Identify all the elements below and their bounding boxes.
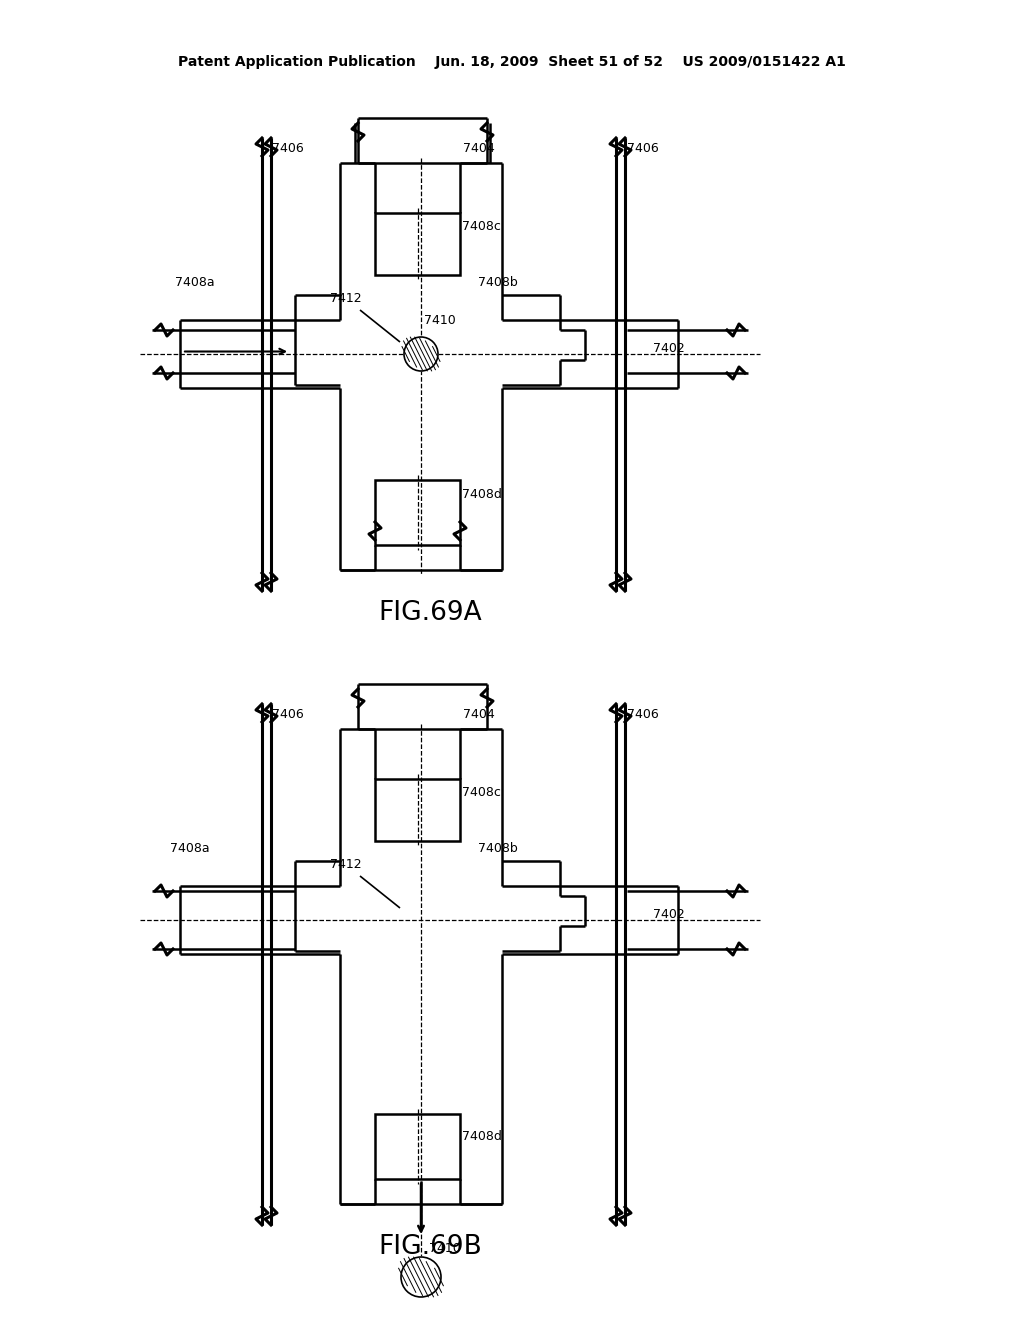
Text: 7402: 7402 [653, 908, 685, 920]
Text: FIG.69A: FIG.69A [378, 601, 482, 626]
Circle shape [401, 1257, 441, 1298]
Text: 7406: 7406 [272, 143, 304, 156]
Text: 7412: 7412 [330, 858, 361, 870]
Circle shape [404, 337, 438, 371]
Text: 7408d: 7408d [462, 488, 502, 502]
Text: Patent Application Publication    Jun. 18, 2009  Sheet 51 of 52    US 2009/01514: Patent Application Publication Jun. 18, … [178, 55, 846, 69]
Text: 7408b: 7408b [478, 276, 518, 289]
Text: 7408c: 7408c [462, 219, 501, 232]
Text: 7408c: 7408c [462, 785, 501, 799]
Bar [375, 480, 460, 545]
Text: 7408b: 7408b [478, 842, 518, 855]
Bar [375, 779, 460, 841]
Text: 7408a: 7408a [170, 842, 210, 854]
Text: 7408d: 7408d [462, 1130, 502, 1143]
Text: 7410: 7410 [424, 314, 456, 326]
Bar [375, 213, 460, 275]
Text: 7404: 7404 [463, 141, 495, 154]
Text: 7406: 7406 [627, 141, 658, 154]
Text: 7410: 7410 [429, 1242, 461, 1255]
Text: 7404: 7404 [463, 708, 495, 721]
Text: 7412: 7412 [330, 292, 361, 305]
Bar [375, 1114, 460, 1179]
Text: 7402: 7402 [653, 342, 685, 355]
Text: FIG.69B: FIG.69B [378, 1234, 482, 1261]
Text: 7406: 7406 [627, 708, 658, 721]
Text: 7406: 7406 [272, 709, 304, 722]
Text: 7408a: 7408a [175, 276, 215, 289]
